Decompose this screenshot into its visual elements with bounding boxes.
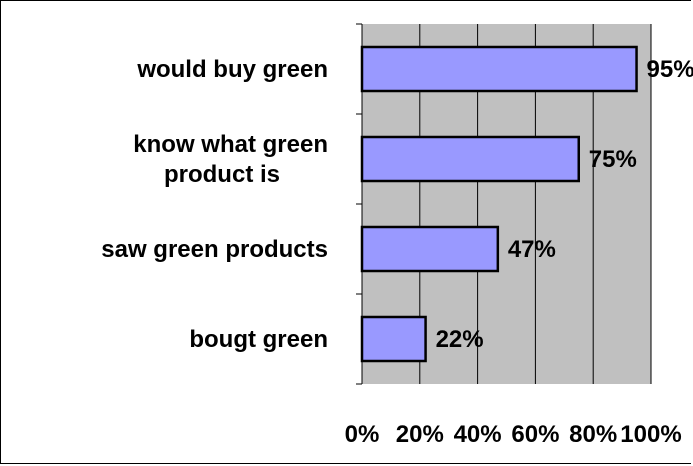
bar-would-buy-green — [360, 45, 638, 93]
bar-saw-green-products — [360, 225, 500, 273]
x-tick-label-100: 100% — [620, 421, 681, 448]
category-axis-ticks — [356, 23, 362, 385]
x-tick-label-60: 60% — [511, 421, 559, 448]
data-label-bougt-green: 22% — [436, 326, 484, 353]
bar-bougt-green — [360, 315, 427, 363]
data-label-saw-green-products: 47% — [508, 236, 556, 263]
data-label-know-what-green-product-is: 75% — [589, 146, 637, 173]
bars — [360, 45, 638, 363]
x-tick-label-40: 40% — [454, 421, 502, 448]
x-tick-labels: 0% 20% 40% 60% 80% 100% — [345, 421, 682, 448]
x-tick-label-80: 80% — [569, 421, 617, 448]
category-label-bougt-green: bougt green — [189, 326, 328, 353]
bar-know-what-green-product-is — [360, 135, 580, 183]
data-label-would-buy-green: 95% — [647, 56, 693, 83]
x-tick-label-0: 0% — [345, 421, 380, 448]
data-labels: 95% 75% 47% 22% — [436, 56, 693, 353]
x-tick-label-20: 20% — [396, 421, 444, 448]
category-labels: would buy green know what green product is… — [101, 56, 328, 353]
category-label-saw-green-products: saw green products — [101, 236, 328, 263]
category-label-would-buy-green: would buy green — [136, 56, 328, 83]
category-label-know-what-green-product-is: know what green product is — [133, 131, 328, 188]
